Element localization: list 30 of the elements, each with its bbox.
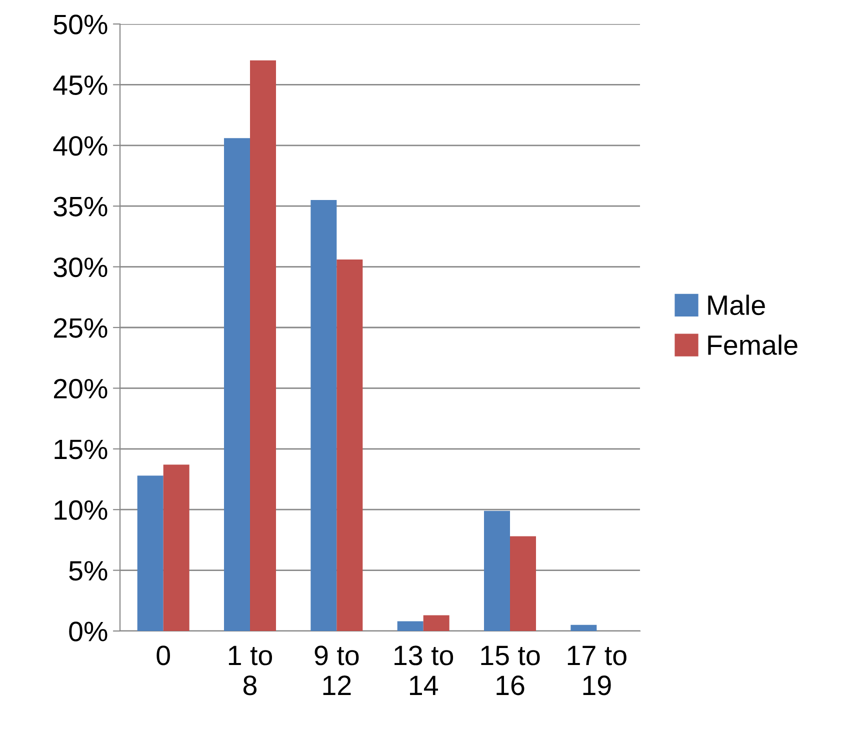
- y-tick-label: 0%: [69, 622, 108, 642]
- x-tick-label: 9 to 12: [314, 646, 359, 695]
- bar: [336, 260, 363, 631]
- x-tick-label: 15 to 16: [481, 646, 540, 696]
- legend-label: Male: [708, 294, 765, 316]
- bar: [423, 615, 450, 631]
- y-tick-label: 45%: [53, 75, 108, 96]
- bar: [310, 200, 337, 631]
- bar: [570, 624, 597, 631]
- x-tick-label: 17 to 19: [568, 646, 626, 696]
- x-tick-label: 1 to 8: [228, 646, 272, 696]
- bar: [250, 60, 276, 631]
- y-tick-label: 50%: [54, 14, 108, 34]
- y-tick-label: 10%: [54, 500, 108, 520]
- x-tick-label: 0: [156, 646, 170, 666]
- x-tick-label: 13 to 14: [394, 646, 454, 695]
- bar: [510, 536, 536, 631]
- bar: [224, 138, 250, 631]
- bar: [484, 510, 510, 631]
- bar: [137, 476, 164, 631]
- y-tick-label: 40%: [53, 136, 108, 156]
- y-tick-label: 5%: [69, 561, 108, 581]
- y-tick-label: 15%: [54, 440, 108, 460]
- y-tick-label: 20%: [54, 378, 108, 399]
- y-tick-label: 30%: [54, 257, 108, 278]
- bar: [163, 464, 190, 631]
- bar: [397, 621, 424, 631]
- y-tick-label: 25%: [54, 318, 108, 338]
- legend-label: Female: [708, 334, 798, 355]
- y-tick-label: 35%: [54, 196, 108, 216]
